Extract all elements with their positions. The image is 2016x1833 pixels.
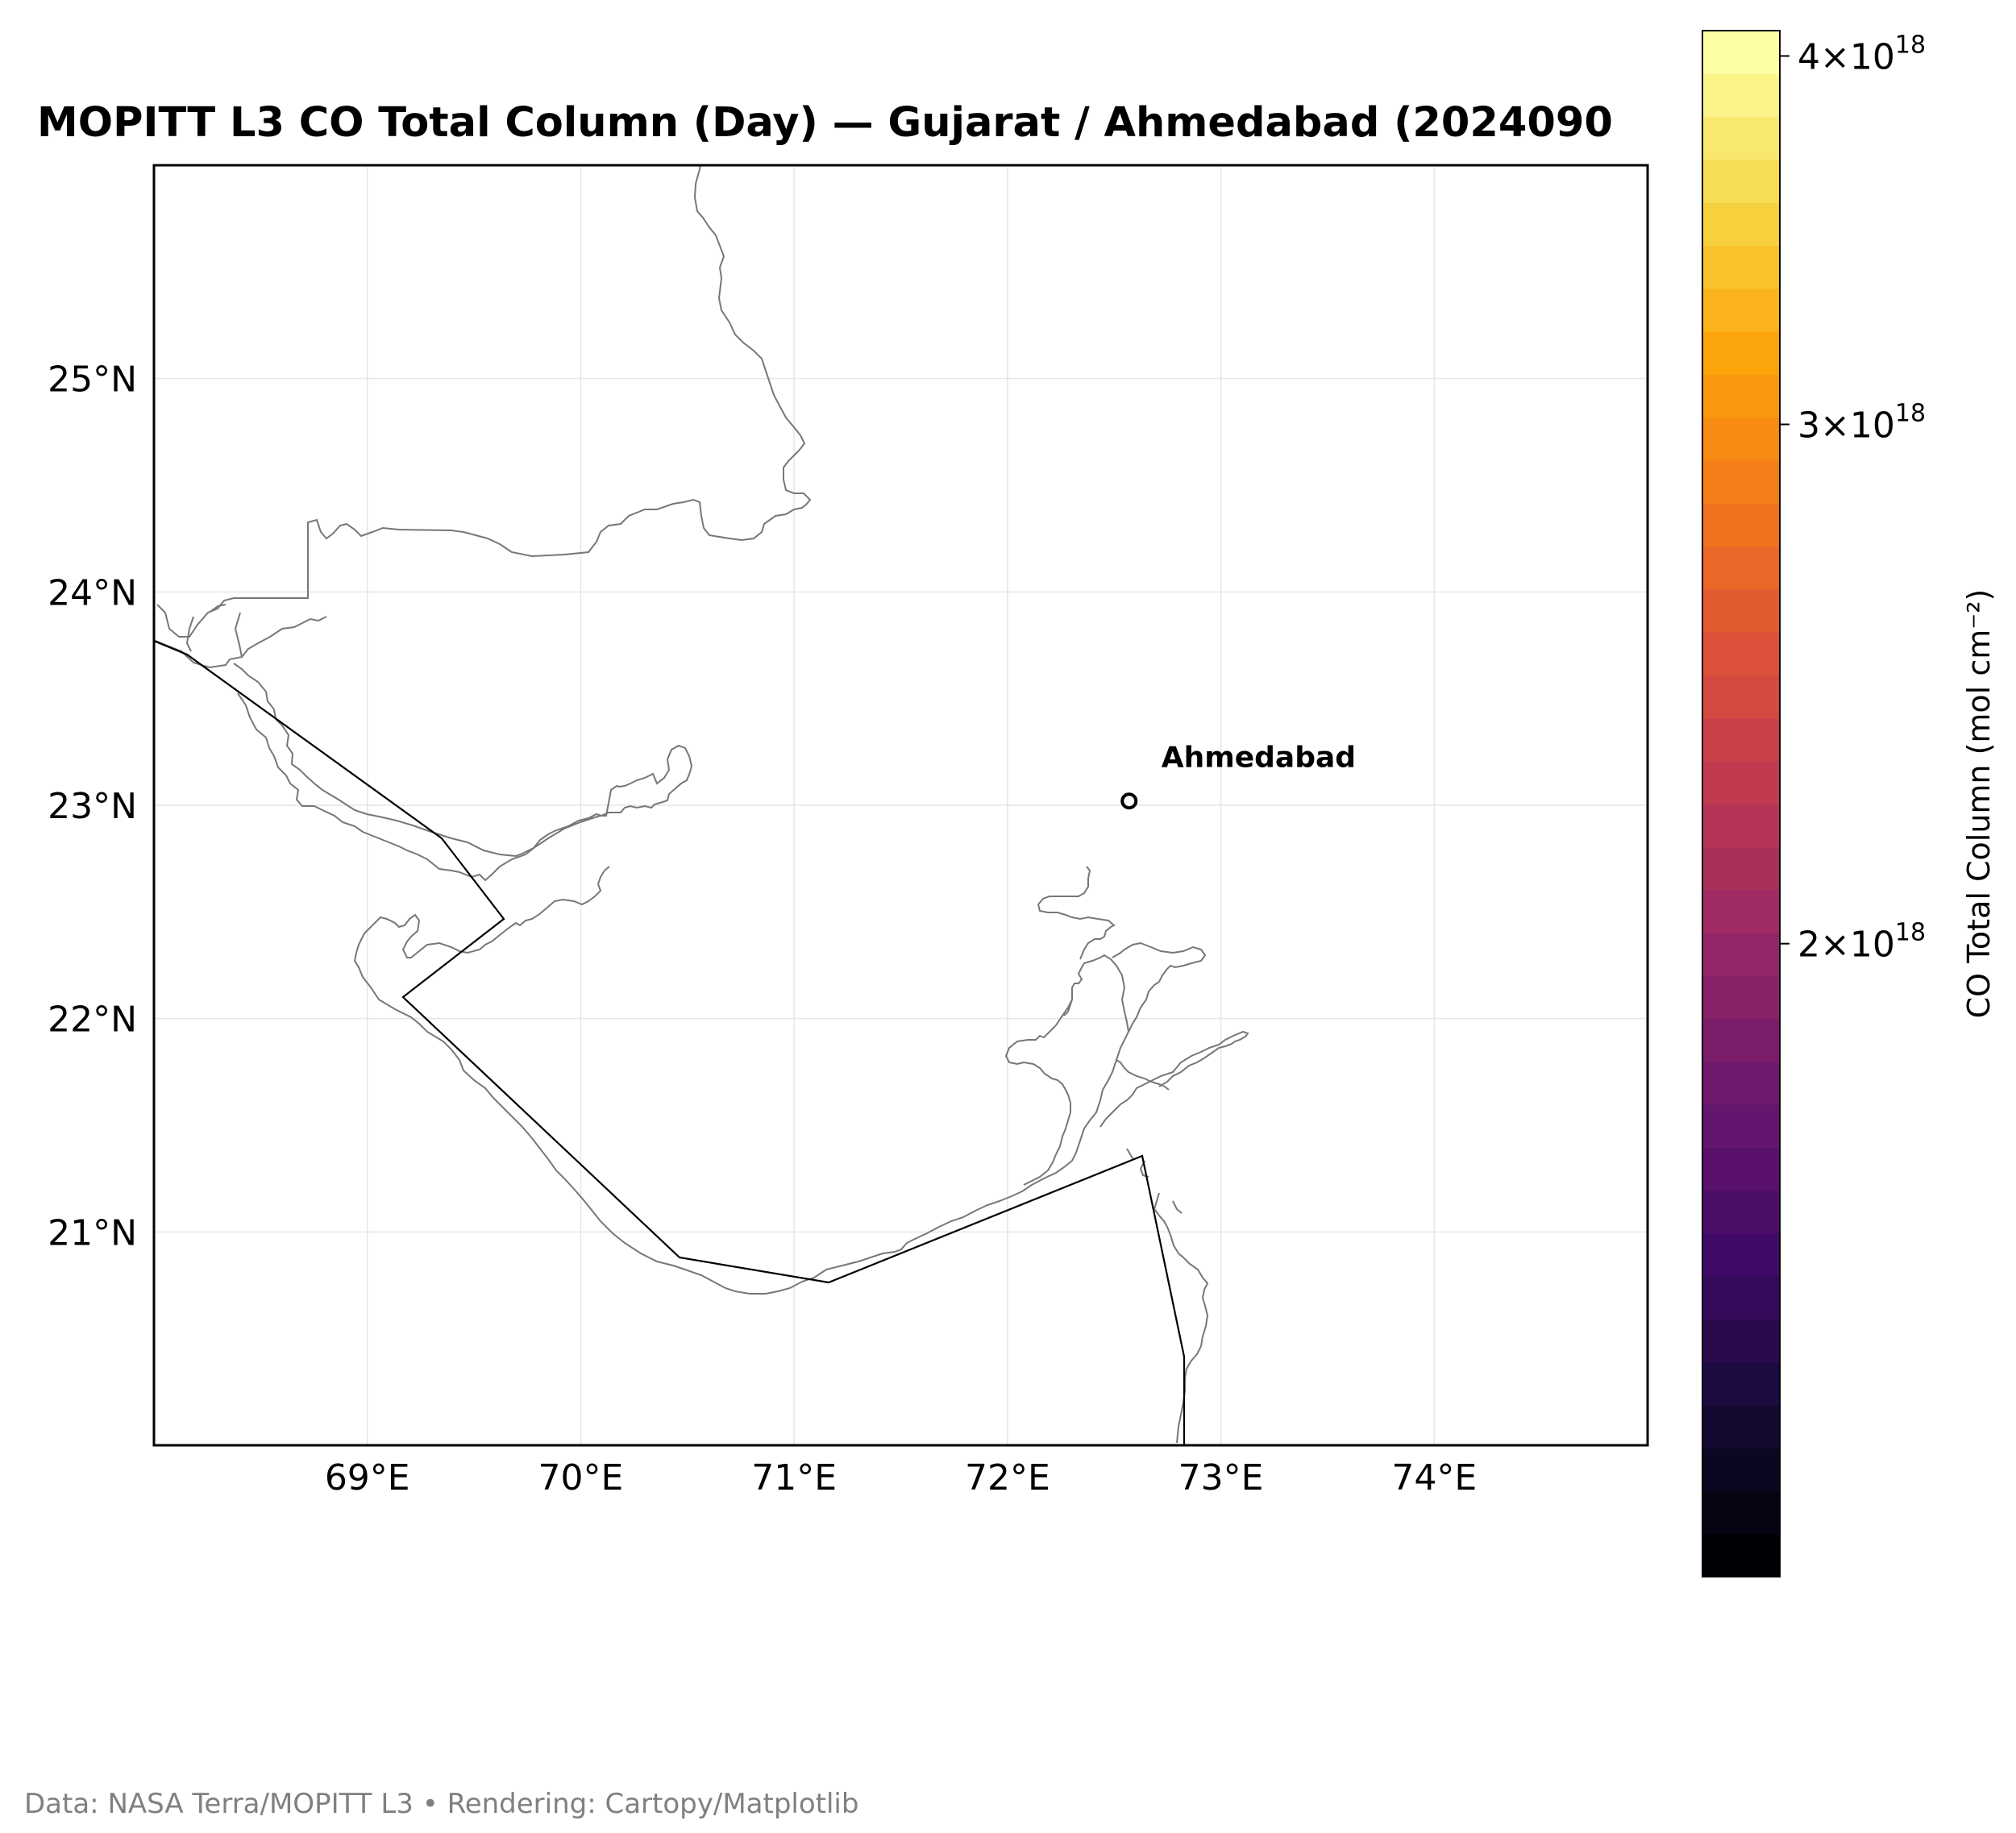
x-tick-label: 71°E xyxy=(751,1457,837,1498)
colorbar-segment xyxy=(1702,804,1780,848)
colorbar-segment xyxy=(1702,1147,1780,1191)
colorbar-segment xyxy=(1702,374,1780,418)
colorbar-segment xyxy=(1702,459,1780,504)
colorbar-tick-label: 3×1018 xyxy=(1798,400,1926,447)
colorbar-label: CO Total Column (mol cm⁻²) xyxy=(1961,589,1997,1019)
colorbar-segment xyxy=(1702,503,1780,547)
colorbar-segment xyxy=(1702,675,1780,719)
colorbar-segment xyxy=(1702,932,1780,976)
figure-title: MOPITT L3 CO Total Column (Day) — Gujara… xyxy=(37,99,1613,147)
colorbar-tick-label: 4×1018 xyxy=(1798,31,1926,77)
colorbar-ticks: 2×1018 3×1018 4×1018 xyxy=(1780,31,1926,966)
colorbar-frame xyxy=(1702,30,1781,1577)
border-line xyxy=(156,165,812,638)
map-frame xyxy=(152,164,1649,1447)
y-tick-label: 25°N xyxy=(48,360,137,401)
x-tick-label: 69°E xyxy=(325,1457,410,1498)
ahmedabad-marker xyxy=(1120,792,1138,810)
colorbar-segment xyxy=(1702,1361,1780,1406)
colorbar-segment xyxy=(1702,31,1780,75)
x-tick-label: 73°E xyxy=(1178,1457,1264,1498)
state-boundary-line xyxy=(154,639,1186,1445)
colorbar-segment xyxy=(1702,760,1780,804)
colorbar-segment xyxy=(1702,975,1780,1020)
x-axis-ticks: 69°E 70°E 71°E 72°E 73°E 74°E xyxy=(325,1457,1477,1498)
y-tick-label: 24°N xyxy=(48,572,137,613)
x-tick-label: 74°E xyxy=(1391,1457,1477,1498)
colorbar-segment xyxy=(1702,846,1780,891)
y-tick-label: 22°N xyxy=(48,1000,137,1041)
colorbar-segment xyxy=(1702,1276,1780,1320)
coastline xyxy=(155,604,1249,1444)
colorbar-segment xyxy=(1702,245,1780,289)
y-tick-label: 23°N xyxy=(48,786,137,827)
colorbar-segment xyxy=(1702,1104,1780,1149)
colorbar-segment xyxy=(1702,1319,1780,1363)
colorbar-segment xyxy=(1702,330,1780,376)
colorbar-segment xyxy=(1702,717,1780,762)
colorbar-segment xyxy=(1702,889,1780,933)
colorbar-segment xyxy=(1702,1061,1780,1105)
map-gridlines xyxy=(154,165,1648,1445)
colorbar-segment xyxy=(1702,631,1780,675)
colorbar-segment xyxy=(1702,288,1780,332)
y-tick-label: 21°N xyxy=(48,1212,137,1253)
colorbar-segment xyxy=(1702,417,1780,461)
colorbar-segment xyxy=(1702,588,1780,633)
colorbar-segment xyxy=(1702,202,1780,247)
colorbar-segment xyxy=(1702,1232,1780,1277)
colorbar-segment xyxy=(1702,1018,1780,1062)
colorbar-segment xyxy=(1702,1490,1780,1535)
x-tick-label: 70°E xyxy=(538,1457,624,1498)
colorbar-segment xyxy=(1702,1190,1780,1234)
data-source-footer: Data: NASA Terra/MOPITT L3 • Rendering: … xyxy=(24,1788,859,1820)
colorbar-segment xyxy=(1702,1448,1780,1492)
colorbar-segment xyxy=(1702,159,1780,203)
colorbar-segment xyxy=(1702,116,1780,160)
ahmedabad-label: Ahmedabad xyxy=(1162,742,1356,775)
x-tick-label: 72°E xyxy=(965,1457,1050,1498)
colorbar-tick-label: 2×1018 xyxy=(1798,919,1926,966)
colorbar-segment xyxy=(1702,1533,1780,1577)
colorbar-segment xyxy=(1702,73,1780,118)
colorbar xyxy=(1702,31,1780,1577)
colorbar-segment xyxy=(1702,546,1780,590)
y-axis-ticks: 21°N 22°N 23°N 24°N 25°N xyxy=(48,360,137,1254)
colorbar-segment xyxy=(1702,1404,1780,1449)
